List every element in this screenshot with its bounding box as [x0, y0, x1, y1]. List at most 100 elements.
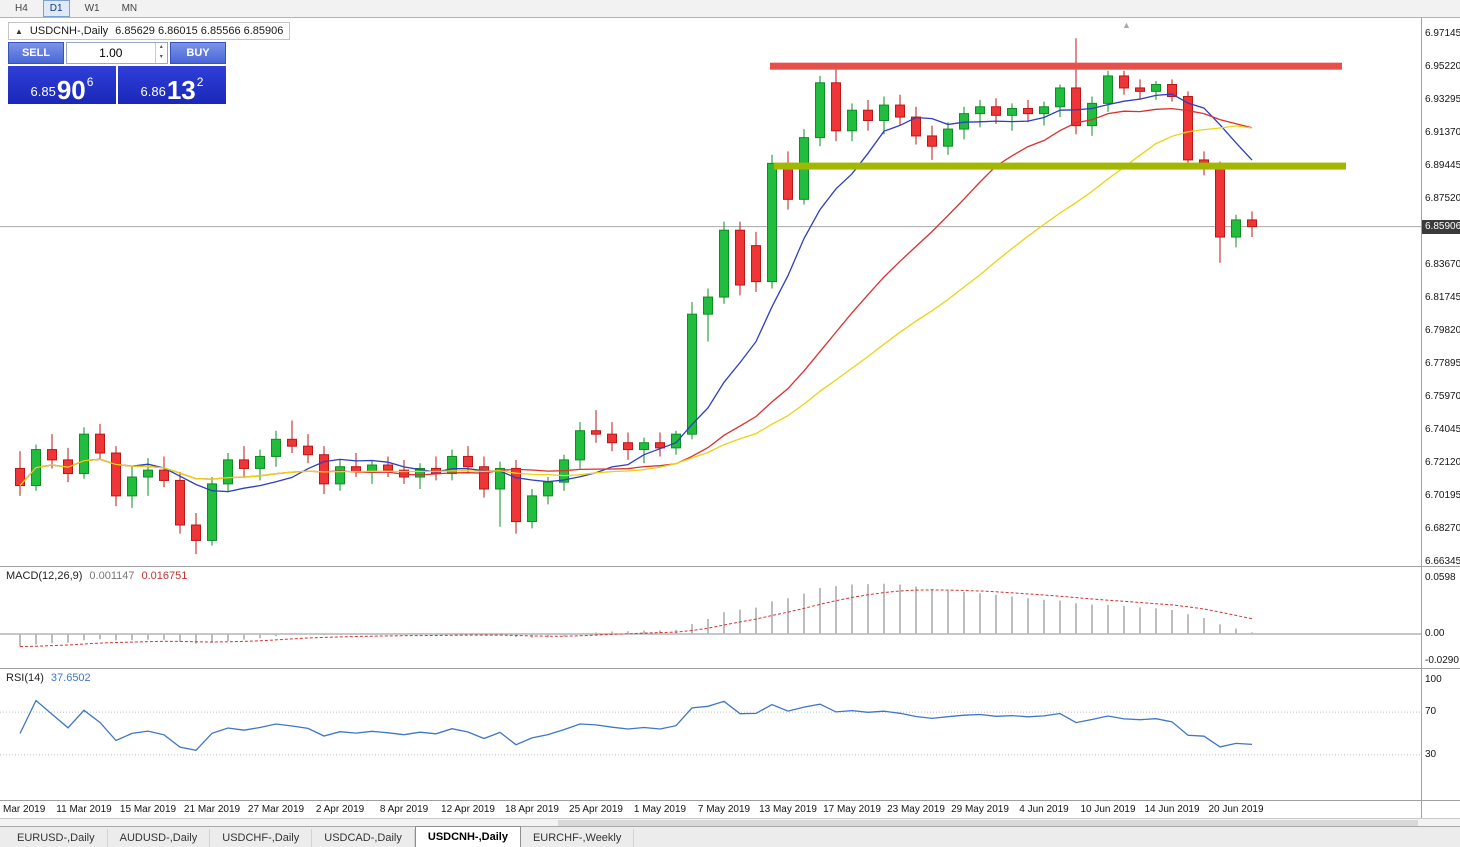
- chart-tab-usdcnh[interactable]: USDCNH-,Daily: [414, 826, 521, 847]
- candle: [479, 456, 489, 498]
- candle: [863, 99, 873, 131]
- candle: [639, 437, 649, 464]
- price-axis-label: 6.72120: [1425, 456, 1460, 468]
- candle: [1215, 161, 1225, 263]
- buy-button[interactable]: BUY: [170, 42, 226, 64]
- timeframe-mn[interactable]: MN: [121, 3, 138, 14]
- chart-tab-eurusd[interactable]: EURUSD-,Daily: [5, 829, 108, 847]
- sell-price-head: 6.85: [30, 84, 56, 99]
- candle: [911, 106, 921, 145]
- timeframe-w1[interactable]: W1: [84, 3, 100, 14]
- pane-splitter-main-macd[interactable]: [0, 566, 1460, 567]
- candle: [815, 75, 825, 147]
- price-axis-label: 6.95220: [1425, 61, 1460, 73]
- pane-splitter-rsi-dates[interactable]: [0, 800, 1460, 801]
- price-axis-label: 6.70195: [1425, 489, 1460, 501]
- ohlc-values: 6.85629 6.86015 6.85566 6.85906: [115, 25, 284, 37]
- candle: [1231, 214, 1241, 248]
- candle: [207, 477, 217, 546]
- candle: [527, 489, 537, 529]
- price-axis[interactable]: 6.97145 6.95220 6.93295 6.91370 6.89445 6.875…: [1422, 18, 1460, 818]
- chart-tab-usdchf[interactable]: USDCHF-,Daily: [210, 829, 313, 847]
- sell-price-sup: 6: [86, 75, 94, 89]
- chart-tab-audusd[interactable]: AUDUSD-,Daily: [108, 829, 211, 847]
- rsi-label: RSI(14) 37.6502: [6, 672, 91, 684]
- volume-input[interactable]: [67, 43, 155, 63]
- macd-axis-label: 0.00: [1425, 628, 1445, 639]
- candle: [575, 422, 585, 469]
- macd-axis-label: 0.0598: [1425, 572, 1456, 584]
- date-axis[interactable]: 5 Mar 2019 11 Mar 2019 15 Mar 2019 21 Mar 2…: [0, 802, 1421, 818]
- date-axis-label: 1 May 2019: [633, 804, 687, 815]
- candle: [1039, 101, 1049, 126]
- candle: [239, 446, 249, 478]
- macd-histogram: [19, 583, 1253, 647]
- buy-price-big: 13: [166, 75, 196, 105]
- date-axis-label: 18 Apr 2019: [505, 804, 559, 815]
- candle: [447, 449, 457, 481]
- timeframe-toolbar: H4 D1 W1 MN: [0, 0, 1460, 18]
- sell-price-big: 90: [56, 75, 86, 105]
- date-axis-label: 25 Apr 2019: [569, 804, 623, 815]
- candle: [79, 427, 89, 479]
- candle: [95, 423, 105, 460]
- macd-main-value: 0.001147: [89, 570, 135, 582]
- rsi-pane-surface[interactable]: [0, 670, 1421, 800]
- candle: [1135, 79, 1145, 100]
- rsi-axis-label: 30: [1425, 748, 1437, 760]
- candle: [303, 434, 313, 464]
- chart-tab-usdcad[interactable]: USDCAD-,Daily: [312, 829, 415, 847]
- volume-down-icon[interactable]: ▾: [159, 54, 163, 60]
- macd-label: MACD(12,26,9) 0.001147 0.016751: [6, 570, 188, 582]
- chart-tab-eurchf[interactable]: EURCHF-,Weekly: [521, 829, 635, 847]
- scrollbar-thumb[interactable]: [558, 820, 1418, 826]
- price-axis-label: 6.97145: [1425, 28, 1460, 40]
- candle: [415, 463, 425, 490]
- candle: [383, 456, 393, 478]
- candle: [351, 453, 361, 478]
- candle: [495, 461, 505, 527]
- timeframe-h4[interactable]: H4: [15, 3, 28, 14]
- pane-splitter-macd-rsi[interactable]: [0, 668, 1460, 669]
- candle: [111, 446, 121, 507]
- date-axis-label: 23 May 2019: [887, 804, 945, 815]
- date-axis-label: 10 Jun 2019: [1080, 804, 1136, 815]
- date-axis-label: 29 May 2019: [951, 804, 1009, 815]
- candle: [831, 65, 841, 142]
- rsi-line: [19, 699, 1253, 752]
- macd-axis-label: -0.0290: [1425, 655, 1459, 667]
- macd-pane-surface[interactable]: [0, 568, 1421, 668]
- sell-button[interactable]: SELL: [8, 42, 64, 64]
- date-axis-label: 2 Apr 2019: [315, 804, 365, 815]
- buy-price-button[interactable]: 6.86 13 2: [118, 66, 226, 104]
- resistance-line[interactable]: [770, 62, 1342, 70]
- candles-layer: [15, 38, 1257, 555]
- date-axis-label: 21 Mar 2019: [183, 804, 241, 815]
- candle: [623, 432, 633, 460]
- candle: [1183, 91, 1193, 169]
- date-axis-label: 20 Jun 2019: [1208, 804, 1264, 815]
- candle: [1087, 96, 1097, 136]
- horizontal-scrollbar[interactable]: [0, 818, 1460, 826]
- date-axis-label: 27 Mar 2019: [247, 804, 305, 815]
- candle: [991, 98, 1001, 124]
- volume-up-icon[interactable]: ▴: [159, 44, 163, 50]
- one-click-collapse-icon[interactable]: ▲: [15, 26, 23, 36]
- candle: [975, 99, 985, 128]
- candle: [511, 459, 521, 534]
- candle: [191, 513, 201, 555]
- main-chart-surface[interactable]: [0, 18, 1421, 566]
- candle: [223, 453, 233, 493]
- candle: [431, 456, 441, 481]
- candle: [159, 456, 169, 488]
- support-line[interactable]: [774, 162, 1346, 170]
- candle: [319, 446, 329, 495]
- price-axis-label: 6.91370: [1425, 127, 1460, 138]
- timeframe-d1[interactable]: D1: [42, 0, 70, 17]
- sell-price-button[interactable]: 6.85 90 6: [8, 66, 116, 104]
- rsi-value: 37.6502: [50, 672, 91, 684]
- date-axis-label: 7 May 2019: [697, 804, 751, 815]
- candle: [879, 96, 889, 135]
- volume-spinner: ▴ ▾: [154, 43, 167, 63]
